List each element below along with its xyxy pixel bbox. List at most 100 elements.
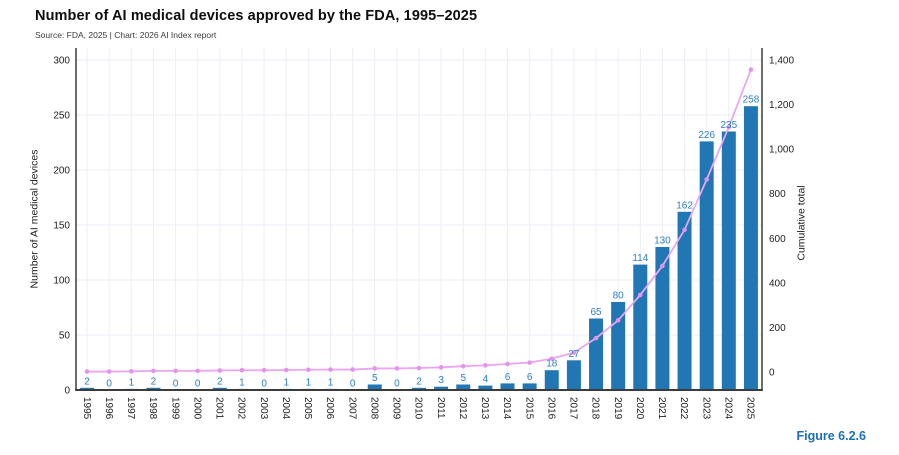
cumulative-point-2006 [328,367,333,372]
cumulative-point-2009 [394,366,400,371]
cumulative-point-2003 [261,367,267,373]
bar-value-label: 2 [151,376,157,387]
bar-value-label: 0 [394,379,400,390]
x-tick-label-2012: 2012 [457,397,468,420]
x-tick-label-2001: 2001 [214,397,225,420]
left-axis-title: Number of AI medical devices [28,150,40,289]
right-tick-label: 1,400 [769,56,794,67]
right-axis-title: Cumulative total [795,185,807,260]
bar-2018 [589,318,604,390]
cumulative-point-2010 [416,365,422,371]
x-tick-label-2010: 2010 [413,397,424,420]
bar-2022 [677,211,692,390]
bar-value-label: 0 [350,379,356,390]
x-tick-label-2004: 2004 [280,397,291,420]
chart-title: Number of AI medical devices approved by… [35,8,478,24]
bar-value-label: 80 [613,291,625,302]
x-tick-label-2007: 2007 [346,397,357,420]
x-tick-label-1999: 1999 [169,397,180,420]
left-tick-label: 100 [53,276,70,287]
x-tick-label-2000: 2000 [191,397,202,420]
bar-value-label: 6 [527,372,533,383]
bar-value-label: 0 [261,379,267,390]
bar-value-label: 114 [632,253,648,264]
cumulative-point-1998 [151,368,156,374]
bar-value-label: 2 [84,376,90,387]
right-tick-label: 800 [769,189,786,200]
x-tick-label-2023: 2023 [700,397,711,420]
cumulative-point-1997 [129,369,134,374]
cumulative-point-2024 [726,124,732,130]
bar-2008 [367,384,382,390]
cumulative-point-2018 [593,335,599,341]
cumulative-point-2004 [283,367,289,373]
bar-value-label: 226 [698,130,715,141]
bar-value-label: 27 [568,349,580,360]
cumulative-point-2001 [217,368,223,373]
bar-value-label: 4 [483,374,489,385]
bar-value-label: 3 [438,375,444,386]
x-tick-label-2013: 2013 [479,397,490,420]
cumulative-point-2012 [460,363,466,369]
cumulative-point-2021 [660,263,665,269]
left-tick-label: 300 [53,56,70,67]
bar-value-label: 130 [654,236,671,247]
cumulative-point-2002 [239,367,245,373]
bar-value-label: 1 [328,377,334,388]
bar-value-label: 0 [173,379,179,390]
bar-value-label: 2 [416,376,422,387]
bar-value-label: 1 [283,377,289,388]
cumulative-point-2022 [682,227,687,233]
left-tick-label: 200 [53,166,70,177]
bar-2014 [500,383,515,390]
bar-value-label: 0 [106,379,112,390]
bar-value-label: 5 [372,373,378,384]
x-tick-label-2015: 2015 [523,397,534,420]
x-tick-label-1995: 1995 [81,397,92,420]
x-tick-label-2024: 2024 [723,397,734,420]
cumulative-point-2011 [438,365,444,370]
x-tick-label-2021: 2021 [656,397,667,420]
x-tick-label-2020: 2020 [634,397,645,420]
right-tick-label: 0 [769,368,775,379]
bar-2023 [699,141,714,390]
bar-2024 [721,131,736,390]
chart-source: Source: FDA, 2025 | Chart: 2026 AI Index… [35,30,217,40]
cumulative-point-2020 [637,292,643,298]
x-tick-label-2006: 2006 [324,397,335,420]
x-tick-label-1996: 1996 [103,397,114,420]
cumulative-point-2019 [615,317,621,323]
x-tick-label-2009: 2009 [391,397,402,420]
x-tick-label-2019: 2019 [612,397,623,420]
x-tick-label-2016: 2016 [545,397,556,420]
right-tick-label: 400 [769,278,786,289]
cumulative-point-2014 [505,361,510,367]
x-tick-label-1997: 1997 [125,397,136,420]
bar-value-label: 1 [306,377,312,388]
cumulative-point-2017 [571,350,577,355]
bar-1998 [146,387,161,390]
figure-number-label: Figure 6.2.6 [796,429,866,443]
bar-value-label: 2 [217,376,223,387]
x-tick-label-2018: 2018 [590,397,601,420]
cumulative-point-2007 [350,367,355,372]
bar-2001 [212,387,227,390]
right-tick-label: 1,200 [769,100,794,111]
right-tick-label: 1,000 [769,145,794,156]
left-tick-label: 0 [64,386,70,397]
bar-2021 [655,247,670,390]
cumulative-point-2000 [195,368,201,374]
x-tick-label-2022: 2022 [678,397,689,420]
cumulative-point-1996 [106,369,112,374]
bar-2011 [434,386,449,390]
bar-2017 [566,360,581,390]
bar-value-label: 0 [195,379,201,390]
cumulative-point-1995 [84,369,90,374]
bar-value-label: 1 [239,377,245,388]
bar-value-label: 65 [590,307,602,318]
cumulative-point-2015 [527,360,532,365]
cumulative-point-2016 [549,356,555,361]
bar-2013 [478,385,493,390]
